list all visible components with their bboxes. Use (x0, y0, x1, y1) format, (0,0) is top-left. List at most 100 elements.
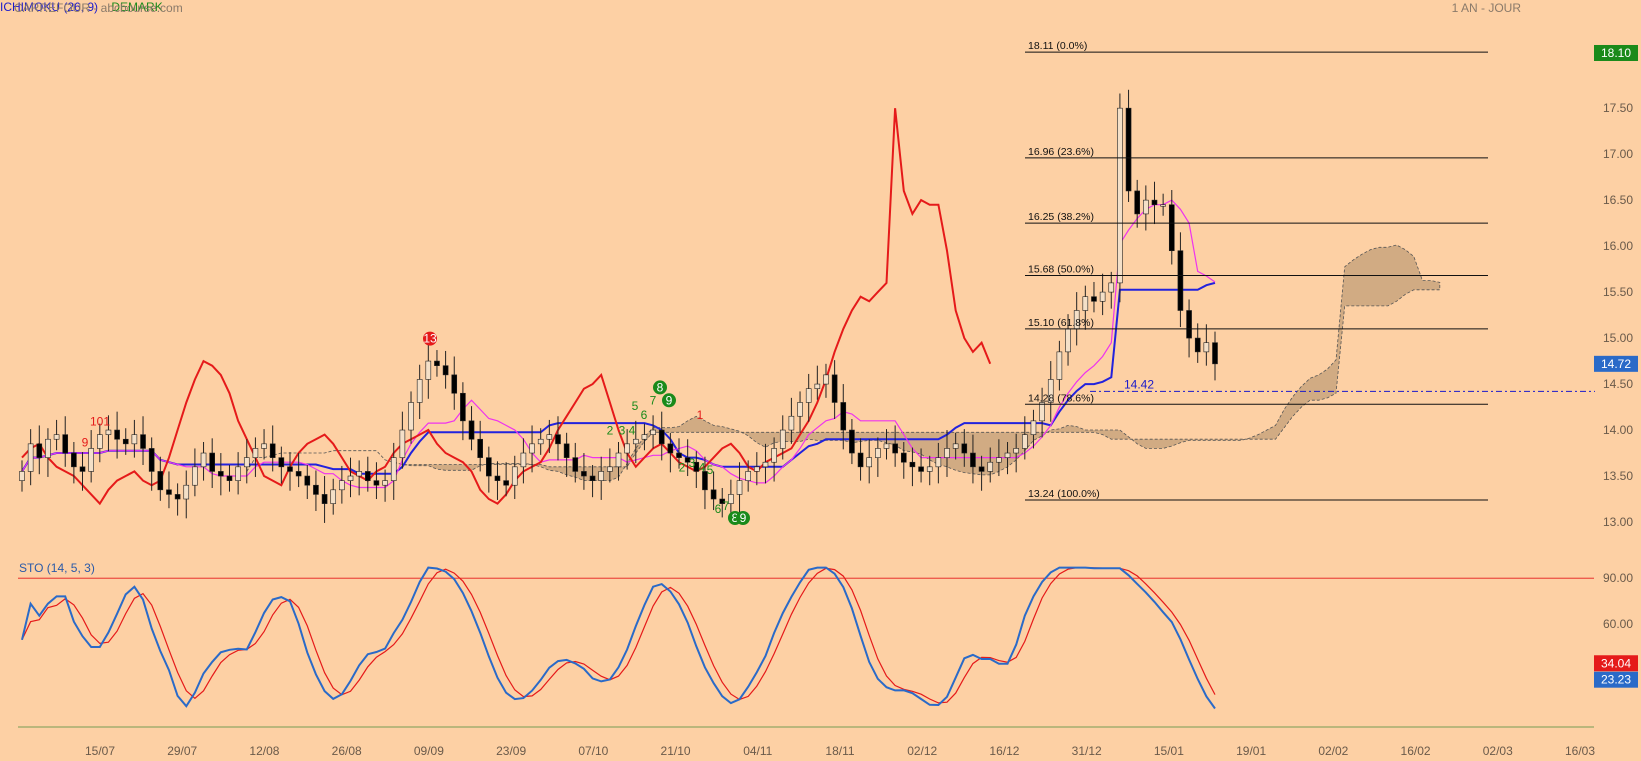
candle-body (745, 471, 751, 481)
candle-body (1108, 282, 1115, 293)
demark-circle (653, 380, 667, 395)
candle-body (511, 466, 518, 486)
candle-body (339, 480, 345, 491)
candle-body (762, 461, 769, 468)
candle-body (598, 471, 605, 481)
candle-body (572, 457, 579, 472)
candle-body (71, 452, 77, 468)
sto-k-badge-box (1594, 671, 1638, 688)
candle-body (1065, 328, 1071, 353)
candle-body (1194, 337, 1201, 353)
y-tick-label: 13.50 (1603, 469, 1633, 483)
candle-body (53, 434, 60, 440)
lagging-span (21, 108, 992, 506)
candle-body (269, 443, 276, 458)
x-tick-label: 02/02 (1318, 744, 1348, 758)
demark-count: 7 (723, 499, 730, 513)
candle-body (122, 438, 129, 445)
demark-circle (423, 331, 437, 346)
y-tick-label: 14.50 (1603, 377, 1633, 391)
demark-count: 2 (607, 424, 614, 438)
candle-body (97, 434, 103, 449)
candle-body (425, 360, 432, 380)
candle-body (581, 471, 587, 477)
chart-title: CARREFOUR - abcbourse.com (14, 1, 183, 15)
demark-count: 3 (619, 424, 626, 438)
candle-body (304, 475, 311, 486)
x-tick-label: 29/07 (167, 744, 197, 758)
candle-body (468, 420, 475, 440)
candle-body (114, 429, 120, 440)
demark-count: 7 (650, 393, 657, 407)
candle-body (624, 443, 630, 454)
candle-body (658, 429, 665, 445)
candle-body (840, 402, 847, 431)
x-tick-label: 16/12 (989, 744, 1019, 758)
candle-body (88, 448, 94, 472)
candle-body (252, 448, 259, 458)
candle-body (875, 448, 881, 458)
candle-body (987, 461, 994, 472)
candle-body (261, 443, 267, 449)
candle-body (805, 388, 812, 403)
candle-body (148, 448, 155, 472)
candle-body (520, 452, 527, 468)
x-tick-label: 09/09 (414, 744, 444, 758)
candle-body (883, 443, 890, 449)
x-tick-label: 18/11 (825, 744, 854, 758)
fibonacci-retracement: 18.11 (0.0%) 16.96 (23.6%) 16.25 (38.2%) 15… (1025, 40, 1595, 501)
candle-body (62, 434, 69, 454)
candle-body (667, 443, 674, 454)
fib-level-label: 16.96 (23.6%) (1028, 146, 1094, 158)
candle-body (1039, 402, 1045, 422)
candle-body (1013, 448, 1019, 454)
price-axis: 13.00 13.50 14.00 14.50 15.00 15.50 16.00 16.50… (1594, 44, 1638, 529)
candle-body (650, 429, 656, 435)
candle-body (814, 383, 821, 389)
x-tick-label: 31/12 (1072, 744, 1102, 758)
candle-body (313, 484, 319, 495)
candle-body (961, 443, 968, 454)
candle-body (563, 443, 570, 458)
candle-body (641, 434, 648, 440)
candle-body (736, 480, 743, 495)
demark-count: 9 (740, 511, 747, 525)
candle-body (702, 471, 708, 491)
candle-body (174, 494, 181, 500)
candle-body (970, 452, 976, 468)
candle-body (105, 429, 112, 435)
candle-body (1212, 342, 1218, 365)
candle-body (1099, 291, 1106, 302)
demark-count: 3 (689, 456, 696, 470)
y-tick-label: 17.00 (1603, 147, 1633, 161)
sto-d-badge: 34.04 (1601, 656, 1631, 670)
y-tick-label: 15.50 (1603, 285, 1633, 299)
candle-body (607, 466, 613, 472)
candle-body (1177, 250, 1184, 311)
date-axis: 15/07 29/07 12/08 26/08 09/09 23/09 07/10 21/10… (85, 744, 1595, 758)
candle-body (330, 489, 337, 504)
demark-count: 101 (90, 414, 110, 428)
candle-body (857, 452, 864, 468)
candle-body (1047, 379, 1054, 403)
x-tick-label: 16/02 (1401, 744, 1431, 758)
x-tick-label: 02/12 (907, 744, 937, 758)
candle-body (779, 429, 786, 449)
y-tick-label: 13.00 (1603, 515, 1633, 529)
x-tick-label: 07/10 (578, 744, 608, 758)
candle-body (693, 461, 700, 472)
candle-body (1203, 342, 1210, 353)
y-tick-label: 14.00 (1603, 423, 1633, 437)
candle-body (278, 457, 285, 468)
period-label[interactable]: 1 AN - JOUR (1451, 1, 1521, 15)
sto-d-line (21, 567, 1216, 704)
high-price-badge: 18.10 (1601, 46, 1631, 60)
candle-body (45, 438, 51, 458)
candle-body (364, 471, 371, 481)
candle-body (546, 434, 553, 440)
x-tick-label: 12/08 (249, 744, 279, 758)
candle-body (866, 457, 873, 468)
candle-body (166, 489, 172, 495)
